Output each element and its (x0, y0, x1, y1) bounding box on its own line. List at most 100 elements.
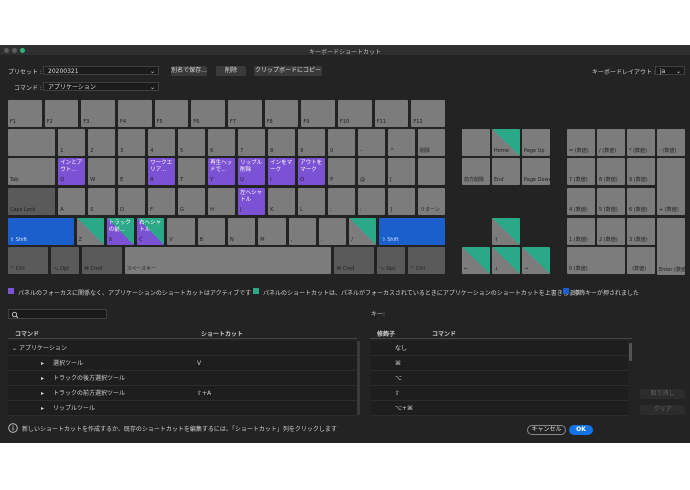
key[interactable]: Enter (数値) (657, 218, 685, 275)
key[interactable]: Z (76, 218, 104, 245)
key[interactable]: N (228, 218, 256, 245)
key[interactable] (418, 158, 445, 185)
key[interactable]: ↑ (492, 218, 520, 245)
key[interactable]: スペースキー (124, 247, 332, 274)
key[interactable]: 0 (数値) (567, 247, 625, 274)
key[interactable]: L (298, 188, 326, 215)
key[interactable]: [ (388, 158, 415, 185)
key[interactable]: 6 (208, 129, 236, 156)
key[interactable]: 4 (数値) (567, 188, 595, 215)
key[interactable]: ^ Ctrl (8, 247, 48, 274)
key[interactable]: ⇧ Shift (379, 218, 445, 245)
key[interactable] (8, 129, 56, 156)
key[interactable]: = (数値) (567, 129, 595, 156)
modifier-row[interactable]: なし (370, 341, 628, 356)
modifier-row[interactable]: ⌘ (370, 356, 628, 371)
key[interactable]: F9 (301, 100, 335, 127)
key[interactable]: - (数値) (657, 129, 685, 156)
command-dropdown[interactable]: アプリケーション ⌄ (43, 82, 159, 91)
key[interactable]: Y 再生ヘッドで... (208, 158, 236, 185)
key[interactable]: O アウトをマーク (298, 158, 326, 185)
key[interactable]: , (288, 218, 316, 245)
ok-button[interactable]: OK (569, 425, 593, 435)
command-row[interactable]: ▸ トラックの前方選択ツール ⇧+A (8, 386, 357, 401)
key[interactable]: Q インとア ウト... (58, 158, 86, 185)
key[interactable]: 9 (298, 129, 326, 156)
save-as-button[interactable]: 別名で保存... (171, 66, 207, 76)
key[interactable]: 1 (58, 129, 86, 156)
key[interactable]: 3 (118, 129, 146, 156)
key[interactable]: V (167, 218, 195, 245)
command-row[interactable]: ▸ トラックの後方選択ツール (8, 371, 357, 386)
key[interactable]: S (88, 188, 116, 215)
key[interactable]: F10 (338, 100, 372, 127)
key[interactable]: F12 (411, 100, 445, 127)
key[interactable]: ↓ (492, 247, 520, 274)
key[interactable]: F7 (228, 100, 262, 127)
key[interactable]: / (349, 218, 377, 245)
clear-button[interactable]: クリア (640, 405, 685, 415)
key[interactable]: 7 (数値) (567, 158, 595, 185)
key[interactable]: Page Up (522, 129, 550, 156)
key[interactable]: - (358, 129, 386, 156)
key[interactable]: : (358, 188, 386, 215)
key[interactable]: J 左へシャトル (238, 188, 266, 215)
key[interactable]: . (318, 218, 347, 245)
key[interactable]: G (178, 188, 206, 215)
key[interactable]: @ (358, 158, 386, 185)
modifier-row[interactable]: ⌥+⌘ (370, 401, 628, 416)
key[interactable]: ; (328, 188, 356, 215)
key[interactable]: リターン (418, 188, 445, 215)
key[interactable]: F3 (81, 100, 115, 127)
cancel-button[interactable]: キャンセル (527, 425, 566, 435)
key[interactable]: 0 (328, 129, 356, 156)
key[interactable]: * (数値) (627, 129, 655, 156)
scrollbar[interactable] (357, 341, 360, 415)
key[interactable]: F11 (374, 100, 409, 127)
key[interactable]: C 右へシャトル (137, 218, 165, 245)
key[interactable]: ] (388, 188, 415, 215)
key[interactable]: → (522, 247, 550, 274)
key[interactable]: T (178, 158, 206, 185)
key[interactable]: B (197, 218, 225, 245)
key[interactable]: . (数値) (627, 247, 655, 274)
key[interactable]: ← (462, 247, 490, 274)
key[interactable]: X トラックの前... (106, 218, 135, 245)
key[interactable]: ^ (388, 129, 415, 156)
key[interactable]: R ワークエリア... (148, 158, 176, 185)
key[interactable]: U リップル削除 (238, 158, 266, 185)
key[interactable]: F1 (8, 100, 42, 127)
key[interactable]: E (118, 158, 146, 185)
key[interactable]: A (58, 188, 86, 215)
key[interactable]: 3 (数値) (627, 218, 655, 245)
command-row[interactable]: ▸ リップルツール (8, 401, 357, 416)
scrollbar[interactable] (629, 343, 632, 361)
key[interactable]: F4 (118, 100, 152, 127)
key[interactable]: ⇧ Shift (8, 218, 74, 245)
key[interactable]: Caps Lock (8, 188, 56, 215)
key[interactable]: F2 (44, 100, 79, 127)
key[interactable]: ^ Ctrl (408, 247, 445, 274)
key[interactable]: / (数値) (597, 129, 625, 156)
key[interactable]: D (118, 188, 146, 215)
search-box[interactable] (8, 309, 107, 319)
key[interactable]: 7 (238, 129, 266, 156)
key[interactable]: K (268, 188, 296, 215)
close-button[interactable] (4, 47, 9, 53)
key[interactable]: M (258, 218, 286, 245)
modifier-row[interactable]: ⌥ (370, 371, 628, 386)
key[interactable]: End (492, 158, 520, 185)
key[interactable]: W (88, 158, 116, 185)
key[interactable]: ⌥ Opt (50, 247, 79, 274)
key[interactable] (462, 129, 490, 156)
command-row[interactable]: ▸ 選択ツール V (8, 356, 357, 371)
key[interactable]: 8 (数値) (597, 158, 625, 185)
key[interactable]: 2 (数値) (597, 218, 625, 245)
key[interactable]: F6 (191, 100, 225, 127)
key[interactable]: ⌥ Opt (376, 247, 406, 274)
key[interactable]: F8 (264, 100, 299, 127)
group-row[interactable]: ⌄ アプリケーション (8, 341, 357, 356)
key[interactable]: ⌘ Cmd (334, 247, 374, 274)
key[interactable]: F (148, 188, 176, 215)
key[interactable]: I インをマーク (268, 158, 296, 185)
